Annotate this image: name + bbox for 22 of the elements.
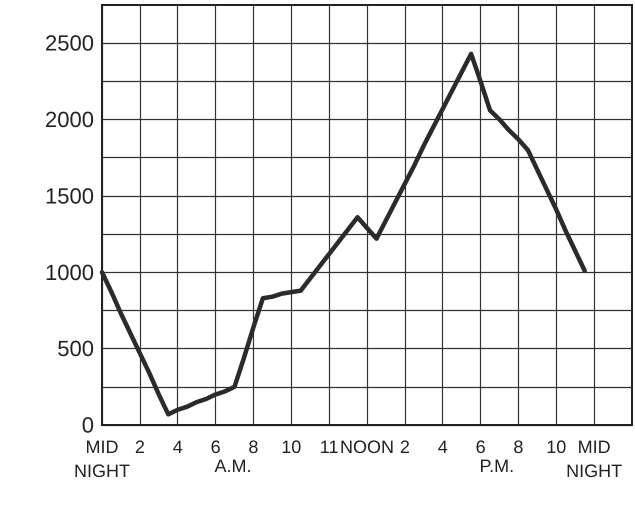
x-tick-label: MID NIGHT <box>74 437 130 481</box>
x-tick-label: 6 <box>476 437 486 457</box>
y-tick-label: 2500 <box>45 30 94 56</box>
y-tick-label: 500 <box>57 336 94 362</box>
x-tick-label: 2 <box>134 437 145 457</box>
x-tick-label: 8 <box>513 437 524 457</box>
x-tick-label: MID NIGHT <box>566 437 622 481</box>
text: P.M. <box>480 456 514 476</box>
x-tick-label: NOON <box>340 437 394 457</box>
y-tick-label: 0 <box>82 412 94 438</box>
y-tick-label: 1000 <box>45 260 94 285</box>
y-tick-label: 2000 <box>45 107 94 132</box>
y-tick-label: 1500 <box>45 183 94 208</box>
x-tick-label: 6 <box>210 437 221 457</box>
text: A.M. <box>214 456 252 476</box>
x-tick-label: 4 <box>438 437 448 457</box>
x-tick-label: 4 <box>172 437 183 457</box>
x-tick-label: 8 <box>248 437 258 457</box>
x-tick-label: 10 <box>546 437 566 457</box>
x-tick-label: 2 <box>400 437 410 457</box>
x-tick-label: 10 <box>281 437 302 457</box>
x-tick-label: 11 <box>320 437 338 457</box>
